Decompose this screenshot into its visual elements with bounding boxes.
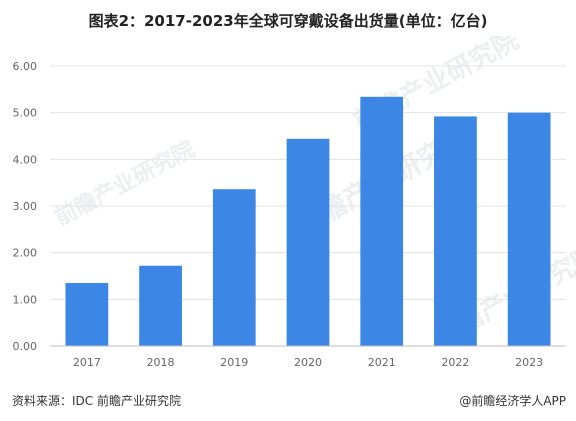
x-tick-label: 2021 — [368, 356, 396, 369]
y-tick-label: 6.00 — [13, 60, 38, 73]
x-tick-label: 2017 — [73, 356, 101, 369]
y-tick-label: 0.00 — [13, 340, 38, 353]
axis-layer: 0.00 1.00 2.00 3.00 4.00 5.00 6.00 2017 2018 2019… — [13, 60, 566, 369]
x-tick-label: 2019 — [220, 356, 248, 369]
bar-2020 — [286, 138, 330, 346]
watermark-text: 前瞻产业研究院 — [51, 136, 199, 231]
y-tick-label: 3.00 — [13, 200, 38, 213]
y-tick-label: 4.00 — [13, 153, 38, 166]
bar-2021 — [360, 96, 404, 346]
bars-layer — [65, 96, 551, 347]
chart-area: 前瞻产业研究院 前瞻产业研究院 前瞻产业研究院 前瞻产业研究院 0.001.00… — [0, 36, 576, 376]
bar-2018 — [139, 265, 182, 346]
x-tick-label: 2022 — [441, 356, 469, 369]
y-tick-label: 1.00 — [13, 293, 38, 306]
brand-note: @前瞻经济学人APP — [459, 394, 566, 408]
x-tick-label: 2018 — [147, 356, 175, 369]
bar-2023 — [507, 112, 551, 347]
chart-title: 图表2：2017-2023年全球可穿戴设备出货量(单位：亿台) — [88, 12, 488, 30]
x-tick-label: 2023 — [515, 356, 543, 369]
bar-2022 — [434, 116, 477, 347]
bar-chart: 前瞻产业研究院 前瞻产业研究院 前瞻产业研究院 前瞻产业研究院 0.001.00… — [13, 36, 576, 369]
y-tick-label: 2.00 — [13, 247, 38, 260]
bar-2019 — [212, 189, 256, 346]
y-tick-label: 5.00 — [13, 107, 38, 120]
source-note: 资料来源：IDC 前瞻产业研究院 — [12, 394, 181, 408]
x-tick-label: 2020 — [294, 356, 322, 369]
bar-2017 — [65, 283, 109, 346]
